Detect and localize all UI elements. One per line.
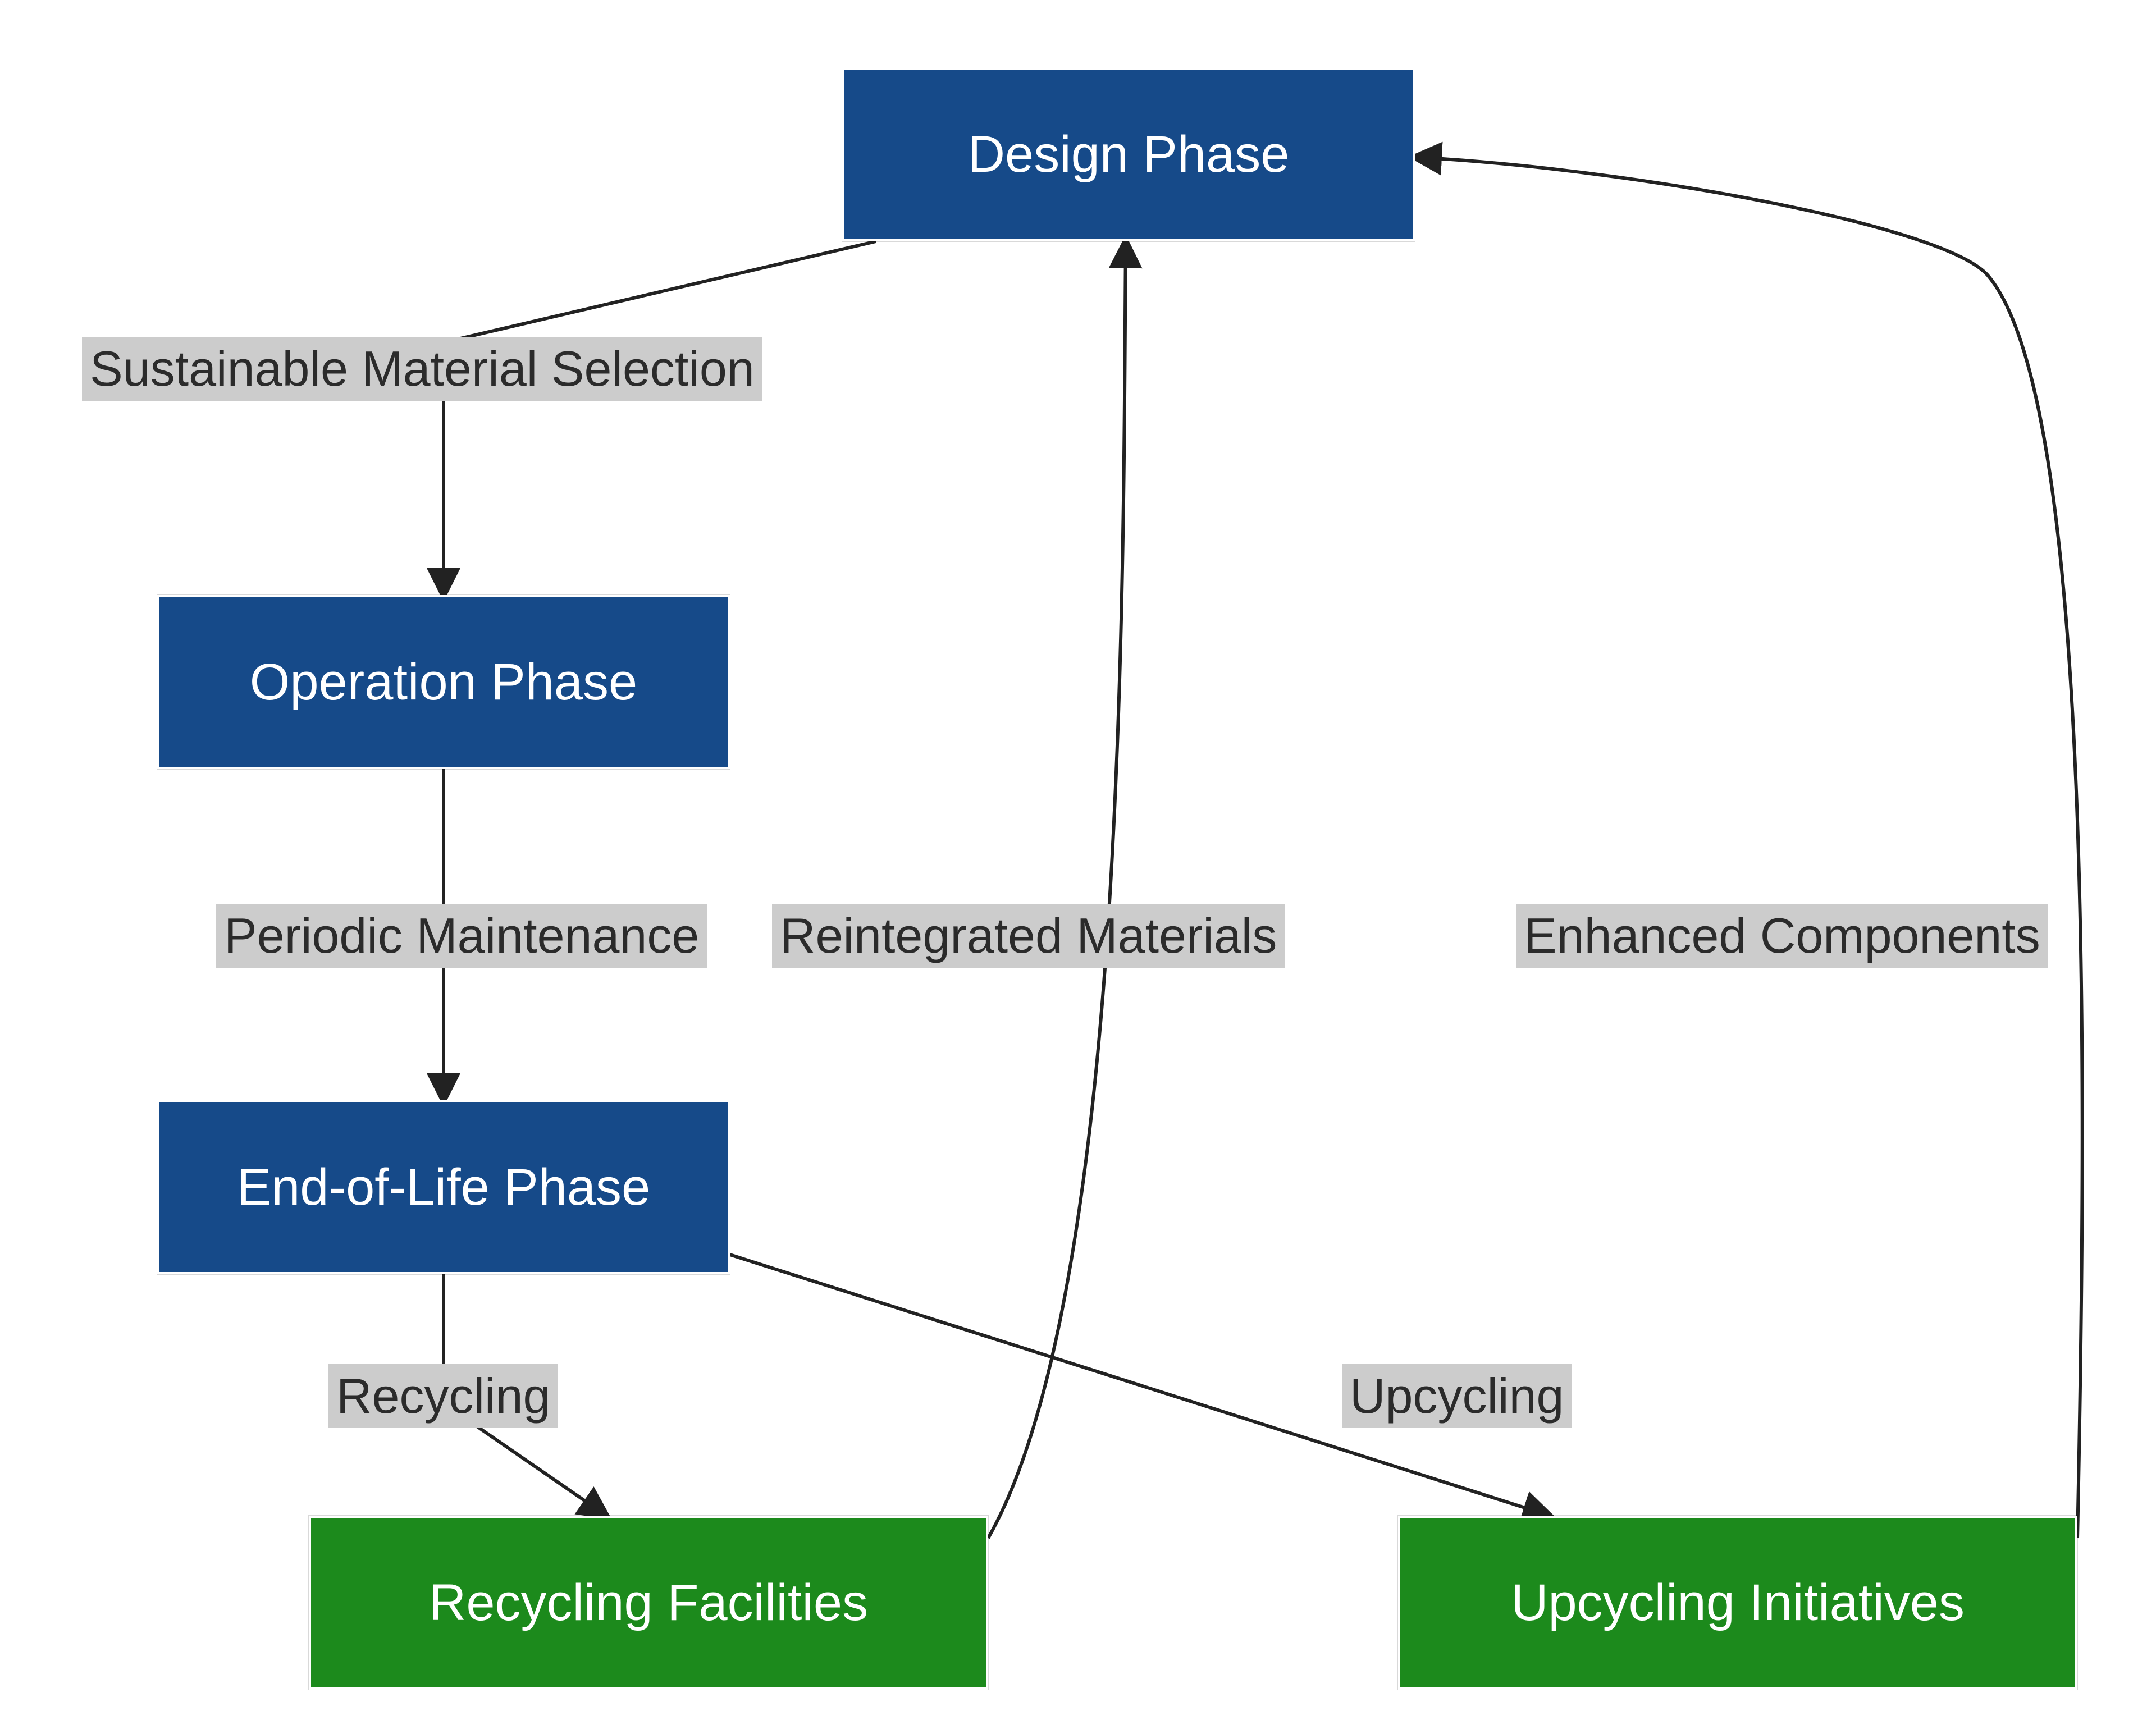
- node-label: Upcycling Initiatives: [1511, 1573, 1965, 1632]
- label-text: Periodic Maintenance: [224, 908, 699, 963]
- edges-layer: [0, 0, 2156, 1734]
- node-label: Operation Phase: [250, 653, 637, 712]
- edge-label-sustainable-material: Sustainable Material Selection: [82, 337, 762, 401]
- edge-recycling_to_design: [988, 241, 1126, 1538]
- edge-label-enhanced-components: Enhanced Components: [1516, 904, 2048, 968]
- edge-label-recycling: Recycling: [328, 1364, 558, 1428]
- edge-upcycling_to_design: [1415, 157, 2082, 1538]
- label-text: Sustainable Material Selection: [90, 341, 755, 396]
- label-text: Upcycling: [1350, 1368, 1564, 1424]
- label-text: Recycling: [336, 1368, 550, 1424]
- node-label: Design Phase: [968, 125, 1290, 184]
- node-operation-phase: Operation Phase: [157, 595, 730, 769]
- diagram-canvas: Design Phase Operation Phase End-of-Life…: [0, 0, 2156, 1734]
- node-upcycling-initiatives: Upcycling Initiatives: [1398, 1516, 2077, 1690]
- edge-label-reintegrated-materials: Reintegrated Materials: [772, 904, 1285, 968]
- edge-design_to_operation: [444, 241, 876, 595]
- node-label: Recycling Facilities: [429, 1573, 868, 1632]
- label-text: Enhanced Components: [1524, 908, 2040, 963]
- edge-label-periodic-maintenance: Periodic Maintenance: [216, 904, 707, 968]
- label-text: Reintegrated Materials: [780, 908, 1277, 963]
- node-design-phase: Design Phase: [842, 67, 1415, 241]
- node-label: End-of-Life Phase: [237, 1158, 650, 1217]
- node-recycling-facilities: Recycling Facilities: [309, 1516, 988, 1690]
- node-end-of-life-phase: End-of-Life Phase: [157, 1100, 730, 1274]
- edge-label-upcycling: Upcycling: [1342, 1364, 1572, 1428]
